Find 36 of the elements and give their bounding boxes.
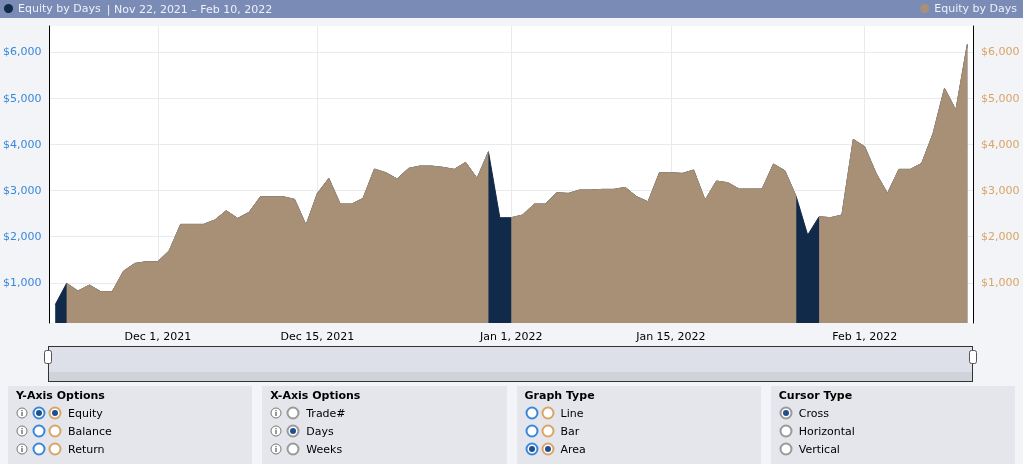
text: Line <box>560 406 584 420</box>
y-tick-label: $3,000 <box>2 183 42 197</box>
x-tick-label: Feb 1, 2022 <box>832 330 898 343</box>
y-tick-label: $6,000 <box>2 45 42 59</box>
chart-title: | Nov 22, 2021 – Feb 10, 2022 <box>106 2 273 16</box>
text: Days <box>306 424 334 438</box>
text: Vertical <box>798 442 840 456</box>
x-tick-label: Jan 1, 2022 <box>479 330 543 343</box>
text: Trade# <box>306 406 346 420</box>
y2-tick-label: $1,000 <box>981 276 1020 290</box>
text: Area <box>560 442 586 456</box>
text: Cross <box>798 406 829 420</box>
text: Y-Axis Options <box>16 389 106 402</box>
text: Balance <box>68 424 112 438</box>
text: Cursor Type <box>778 389 854 402</box>
text: X-Axis Options <box>270 389 362 402</box>
x-tick-label: Jan 15, 2022 <box>635 330 706 343</box>
y2-tick-label: $3,000 <box>981 183 1020 197</box>
text: Bar <box>560 424 580 438</box>
text: Horizontal <box>798 424 855 438</box>
text: Graph Type <box>524 389 596 402</box>
y2-tick-label: $6,000 <box>981 45 1020 59</box>
legend-label: Equity by Days <box>18 2 101 15</box>
text: Equity <box>68 406 103 420</box>
y2-tick-label: $2,000 <box>981 230 1020 244</box>
y-tick-label: $2,000 <box>2 230 42 244</box>
y-tick-label: $4,000 <box>2 137 42 151</box>
x-tick-label: Dec 1, 2021 <box>124 330 192 343</box>
x-tick-label: Dec 15, 2021 <box>280 330 355 343</box>
y2-tick-label: $4,000 <box>981 137 1020 151</box>
text: Return <box>68 442 105 456</box>
y2-tick-label: $5,000 <box>981 91 1020 105</box>
legend-label: Equity by Days <box>934 2 1018 15</box>
text: Weeks <box>306 442 343 456</box>
y-tick-label: $5,000 <box>2 91 42 105</box>
y-tick-label: $1,000 <box>2 276 42 290</box>
